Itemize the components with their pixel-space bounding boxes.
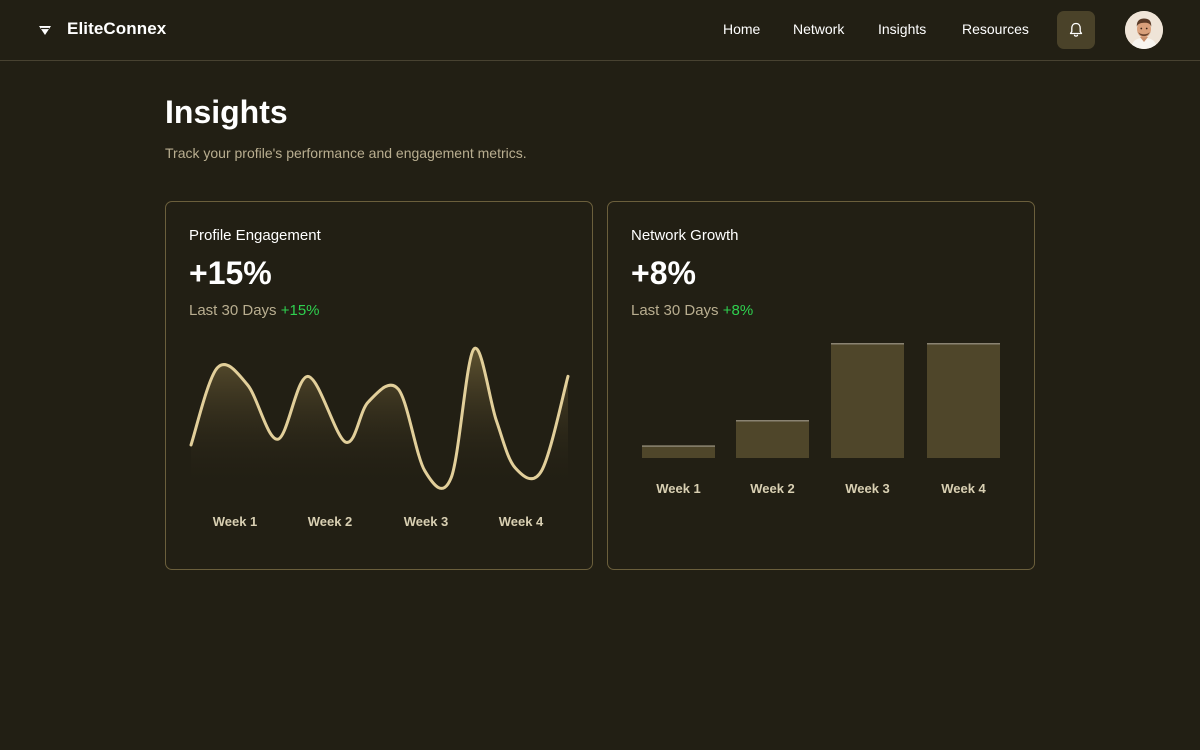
x-tick-label: Week 3 — [845, 481, 890, 496]
nav-resources[interactable]: Resources — [962, 21, 1029, 37]
avatar-portrait-icon — [1125, 11, 1163, 49]
delta-value: +8% — [722, 302, 754, 319]
card-period: Last 30 Days +8% — [631, 302, 753, 319]
bar — [642, 445, 715, 458]
engagement-area-fill — [191, 348, 568, 489]
delta-value: +15% — [280, 302, 320, 319]
x-tick-label: Week 2 — [750, 481, 795, 496]
user-avatar[interactable] — [1125, 11, 1163, 49]
network-bar-chart — [642, 343, 1000, 458]
period-label: Last 30 Days — [631, 302, 719, 319]
x-tick-label: Week 3 — [403, 514, 449, 529]
engagement-area-chart — [189, 346, 570, 490]
nav-insights[interactable]: Insights — [878, 21, 927, 37]
x-tick-label: Week 4 — [941, 481, 986, 496]
page-subtitle: Track your profile's performance and eng… — [165, 145, 527, 161]
x-tick-label: Week 2 — [307, 514, 353, 529]
x-tick-label: Week 4 — [498, 514, 544, 529]
card-metric-value: +8% — [631, 255, 696, 291]
x-tick-label: Week 1 — [656, 481, 701, 496]
period-label: Last 30 Days — [189, 302, 277, 319]
page-title: Insights — [165, 94, 288, 130]
x-tick-label: Week 1 — [212, 514, 258, 529]
nav-home[interactable]: Home — [723, 21, 761, 37]
card-period: Last 30 Days +15% — [189, 302, 320, 319]
nav-network[interactable]: Network — [793, 21, 845, 37]
bar — [927, 343, 1000, 458]
card-metric-value: +15% — [189, 255, 272, 291]
network-growth-card: Network Growth +8% Last 30 Days +8% Week… — [607, 201, 1035, 570]
bar — [831, 343, 904, 458]
profile-engagement-card: Profile Engagement +15% Last 30 Days +15… — [165, 201, 593, 570]
engagement-series-line — [189, 346, 570, 490]
notifications-button[interactable] — [1057, 11, 1095, 49]
diamond-logo-icon — [39, 26, 51, 35]
bar — [736, 420, 809, 458]
brand-name[interactable]: EliteConnex — [67, 19, 167, 38]
card-title: Profile Engagement — [189, 227, 321, 244]
card-title: Network Growth — [631, 227, 739, 244]
top-navbar: EliteConnex Home Network Insights Resour… — [0, 0, 1200, 61]
bell-icon — [1069, 22, 1083, 37]
